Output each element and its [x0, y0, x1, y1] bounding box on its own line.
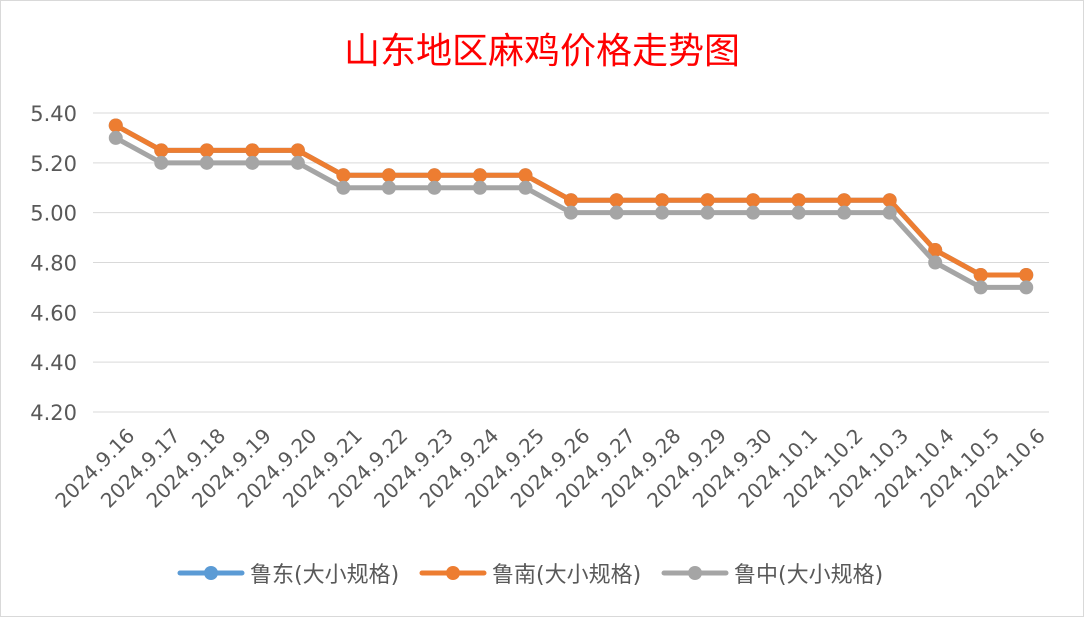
data-point — [381, 168, 396, 183]
data-point — [290, 143, 305, 158]
data-point — [609, 205, 624, 220]
data-point — [108, 118, 123, 133]
data-point — [427, 168, 442, 183]
y-tick-label: 4.60 — [30, 301, 77, 325]
data-point — [564, 205, 578, 220]
data-point — [700, 205, 715, 220]
data-point — [199, 143, 214, 158]
legend: 鲁东(大小规格) 鲁南(大小规格) 鲁中(大小规格) — [177, 563, 883, 588]
data-point — [791, 205, 806, 220]
data-point — [609, 193, 624, 208]
data-point — [655, 193, 670, 208]
data-point — [381, 180, 396, 195]
data-point — [1019, 280, 1034, 295]
data-point — [154, 143, 169, 158]
legend-label: 鲁南(大小规格) — [492, 563, 641, 588]
data-point — [154, 155, 169, 170]
data-point — [837, 205, 852, 220]
data-point — [336, 180, 351, 195]
data-point — [882, 205, 897, 220]
legend-item: 鲁南(大小规格) — [419, 563, 641, 588]
data-point — [928, 255, 943, 270]
data-point — [791, 193, 806, 208]
y-tick-label: 4.80 — [30, 252, 77, 276]
y-axis-ticks: 5.40 5.20 5.00 4.80 4.60 4.40 4.20 — [30, 102, 77, 425]
data-point — [518, 168, 533, 183]
data-point — [336, 168, 351, 183]
series-1 — [108, 118, 1034, 282]
legend-swatch-marker — [688, 566, 702, 580]
data-point — [746, 205, 761, 220]
data-point — [199, 155, 214, 170]
data-point — [746, 193, 761, 208]
y-tick-label: 5.20 — [30, 152, 77, 176]
data-point — [1019, 267, 1034, 282]
chart-title: 山东地区麻鸡价格走势图 — [344, 31, 740, 72]
legend-swatch-marker — [446, 566, 460, 580]
y-tick-label: 4.40 — [30, 351, 77, 375]
data-point — [564, 193, 578, 208]
series-2 — [108, 130, 1034, 295]
data-point — [973, 267, 988, 282]
data-point — [973, 280, 988, 295]
data-point — [245, 155, 260, 170]
series-lines — [108, 118, 1034, 295]
data-point — [245, 143, 260, 158]
legend-label: 鲁中(大小规格) — [734, 563, 883, 588]
data-point — [108, 130, 123, 145]
legend-swatch-marker — [204, 566, 218, 580]
data-point — [518, 180, 533, 195]
y-tick-label: 5.00 — [30, 202, 77, 226]
data-point — [837, 193, 852, 208]
legend-label: 鲁东(大小规格) — [250, 563, 399, 588]
data-point — [655, 205, 670, 220]
y-tick-label: 4.20 — [30, 401, 77, 425]
data-point — [928, 243, 943, 258]
legend-item: 鲁中(大小规格) — [661, 563, 883, 588]
y-tick-label: 5.40 — [30, 102, 77, 126]
data-point — [290, 155, 305, 170]
legend-item: 鲁东(大小规格) — [177, 563, 399, 588]
data-point — [472, 180, 487, 195]
data-point — [427, 180, 442, 195]
data-point — [472, 168, 487, 183]
data-point — [882, 193, 897, 208]
data-point — [700, 193, 715, 208]
